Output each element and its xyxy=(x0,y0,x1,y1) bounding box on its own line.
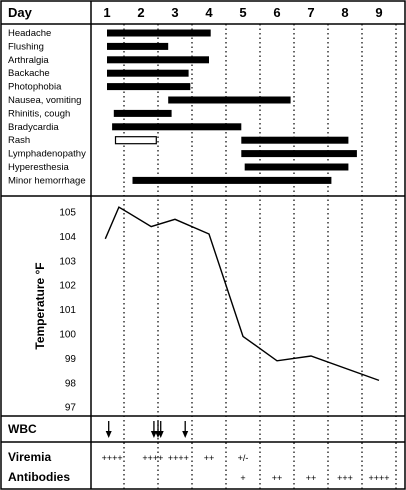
symptom-bar xyxy=(107,83,191,91)
day-number: 1 xyxy=(103,5,110,20)
symptom-label: Flushing xyxy=(8,41,44,52)
viremia-value: ++ xyxy=(204,453,215,463)
wbc-arrow xyxy=(150,421,157,438)
wbc-arrow xyxy=(157,421,164,438)
day-number: 9 xyxy=(375,5,382,20)
antibodies-label: Antibodies xyxy=(8,470,70,484)
temperature-tick-label: 104 xyxy=(59,232,76,243)
antibody-value: +++ xyxy=(337,473,353,483)
symptom-label: Lymphadenopathy xyxy=(8,149,86,160)
symptom-label: Bradycardia xyxy=(8,122,59,133)
day-number: 2 xyxy=(137,5,144,20)
day-number: 8 xyxy=(341,5,348,20)
temperature-tick-label: 103 xyxy=(59,256,76,267)
day-header-label: Day xyxy=(8,5,33,20)
viremia-value: ++++ xyxy=(168,453,189,463)
temperature-line xyxy=(104,206,380,382)
symptom-bar-outline xyxy=(114,136,157,145)
symptom-bar xyxy=(241,150,357,158)
symptom-label: Hyperesthesia xyxy=(8,162,69,173)
temperature-tick-label: 100 xyxy=(59,330,76,341)
symptom-bar xyxy=(107,29,211,37)
temperature-tick-label: 99 xyxy=(65,354,77,365)
temperature-tick-label: 97 xyxy=(65,403,77,414)
temperature-tick-label: 101 xyxy=(59,305,76,316)
antibody-value: + xyxy=(240,473,245,483)
temperature-tick-label: 105 xyxy=(59,208,76,219)
day-number: 7 xyxy=(307,5,314,20)
wbc-arrow xyxy=(182,421,189,438)
viremia-value: ++++ xyxy=(142,453,163,463)
symptom-label: Photophobia xyxy=(8,82,62,93)
viremia-value: ++++ xyxy=(102,453,123,463)
symptom-label: Backache xyxy=(8,68,50,79)
antibody-value: ++ xyxy=(306,473,317,483)
symptom-label: Nausea, vomiting xyxy=(8,95,81,106)
viremia-label: Viremia xyxy=(8,450,51,464)
symptom-label: Headache xyxy=(8,28,51,39)
wbc-arrow xyxy=(105,421,112,438)
symptom-bar xyxy=(241,136,349,144)
temperature-tick-label: 102 xyxy=(59,281,76,292)
viremia-value: +/- xyxy=(238,453,249,463)
symptom-bar xyxy=(113,109,172,117)
day-number: 5 xyxy=(239,5,246,20)
symptom-bar xyxy=(244,163,349,171)
temperature-axis-label: Temperature °F xyxy=(33,262,47,349)
symptom-bar xyxy=(132,176,332,184)
symptom-bar xyxy=(112,123,242,131)
day-number: 4 xyxy=(205,5,213,20)
antibody-value: ++ xyxy=(272,473,283,483)
symptom-bar xyxy=(107,69,189,77)
symptom-label: Rhinitis, cough xyxy=(8,108,70,119)
day-number: 3 xyxy=(171,5,178,20)
antibody-value: ++++ xyxy=(368,473,389,483)
symptom-bar xyxy=(107,42,169,50)
symptom-label: Rash xyxy=(8,135,30,146)
symptom-bar xyxy=(107,56,209,64)
symptom-label: Minor hemorrhage xyxy=(8,175,86,186)
symptom-label: Arthralgia xyxy=(8,55,49,66)
day-number: 6 xyxy=(273,5,280,20)
temperature-tick-label: 98 xyxy=(65,378,77,389)
symptom-bar xyxy=(168,96,291,104)
wbc-label: WBC xyxy=(8,422,37,436)
